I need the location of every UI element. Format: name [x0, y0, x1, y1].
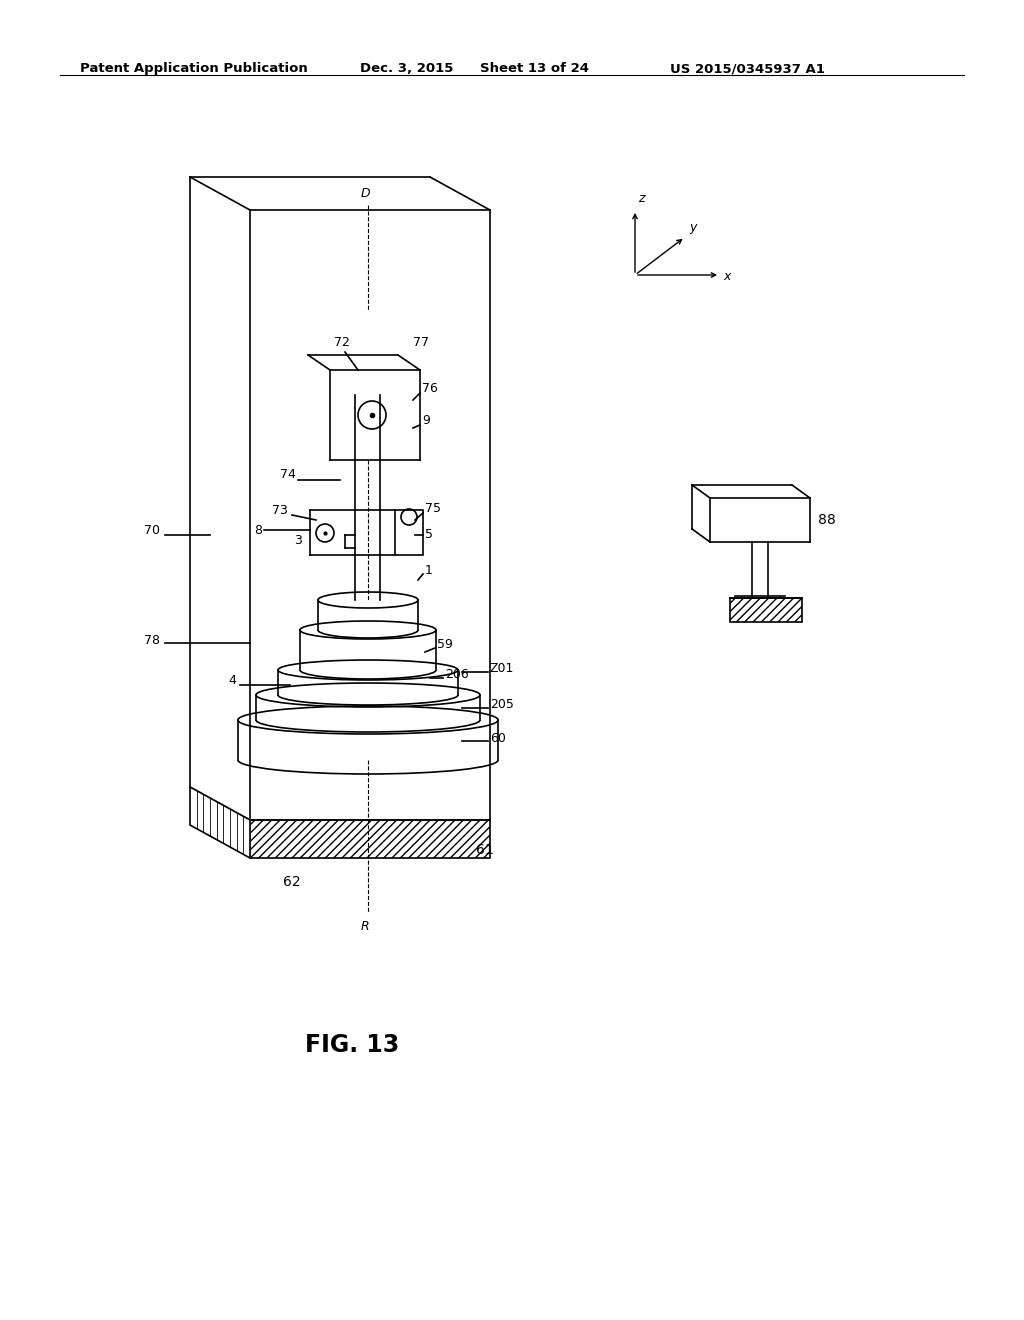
Text: Dec. 3, 2015: Dec. 3, 2015 — [360, 62, 454, 75]
Bar — [250, 820, 490, 858]
Text: 74: 74 — [280, 469, 296, 482]
Polygon shape — [190, 787, 250, 858]
Text: 76: 76 — [422, 381, 438, 395]
Text: 4: 4 — [228, 673, 236, 686]
Text: 205: 205 — [490, 698, 514, 711]
Text: 3: 3 — [294, 533, 302, 546]
Text: 1: 1 — [425, 564, 433, 577]
Text: R: R — [360, 920, 370, 933]
Text: 78: 78 — [144, 634, 160, 647]
Text: 61: 61 — [476, 843, 494, 857]
Bar — [395, 510, 423, 554]
Text: Patent Application Publication: Patent Application Publication — [80, 62, 308, 75]
Text: 70: 70 — [144, 524, 160, 536]
Text: US 2015/0345937 A1: US 2015/0345937 A1 — [670, 62, 825, 75]
Text: 62: 62 — [284, 875, 301, 888]
Text: 60: 60 — [490, 731, 506, 744]
Text: 8: 8 — [254, 524, 262, 536]
Text: 73: 73 — [272, 503, 288, 516]
Text: 75: 75 — [425, 502, 441, 515]
Text: FIG. 13: FIG. 13 — [305, 1034, 399, 1057]
Text: 5: 5 — [425, 528, 433, 541]
Text: 72: 72 — [334, 337, 350, 350]
Text: 9: 9 — [422, 413, 430, 426]
Bar — [730, 598, 802, 622]
Text: 206: 206 — [445, 668, 469, 681]
Text: 59: 59 — [437, 639, 453, 652]
Text: x: x — [723, 271, 730, 284]
Text: D: D — [360, 187, 370, 201]
Text: 77: 77 — [413, 337, 429, 350]
Text: Z01: Z01 — [490, 661, 514, 675]
Text: 88: 88 — [818, 513, 836, 527]
Text: y: y — [689, 220, 696, 234]
Text: z: z — [638, 191, 644, 205]
Text: Sheet 13 of 24: Sheet 13 of 24 — [480, 62, 589, 75]
